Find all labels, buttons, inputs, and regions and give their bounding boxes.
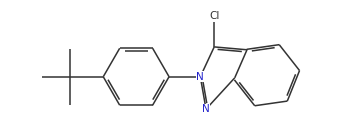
Text: N: N	[196, 72, 204, 82]
Text: Cl: Cl	[209, 11, 219, 21]
Text: N: N	[202, 104, 210, 114]
